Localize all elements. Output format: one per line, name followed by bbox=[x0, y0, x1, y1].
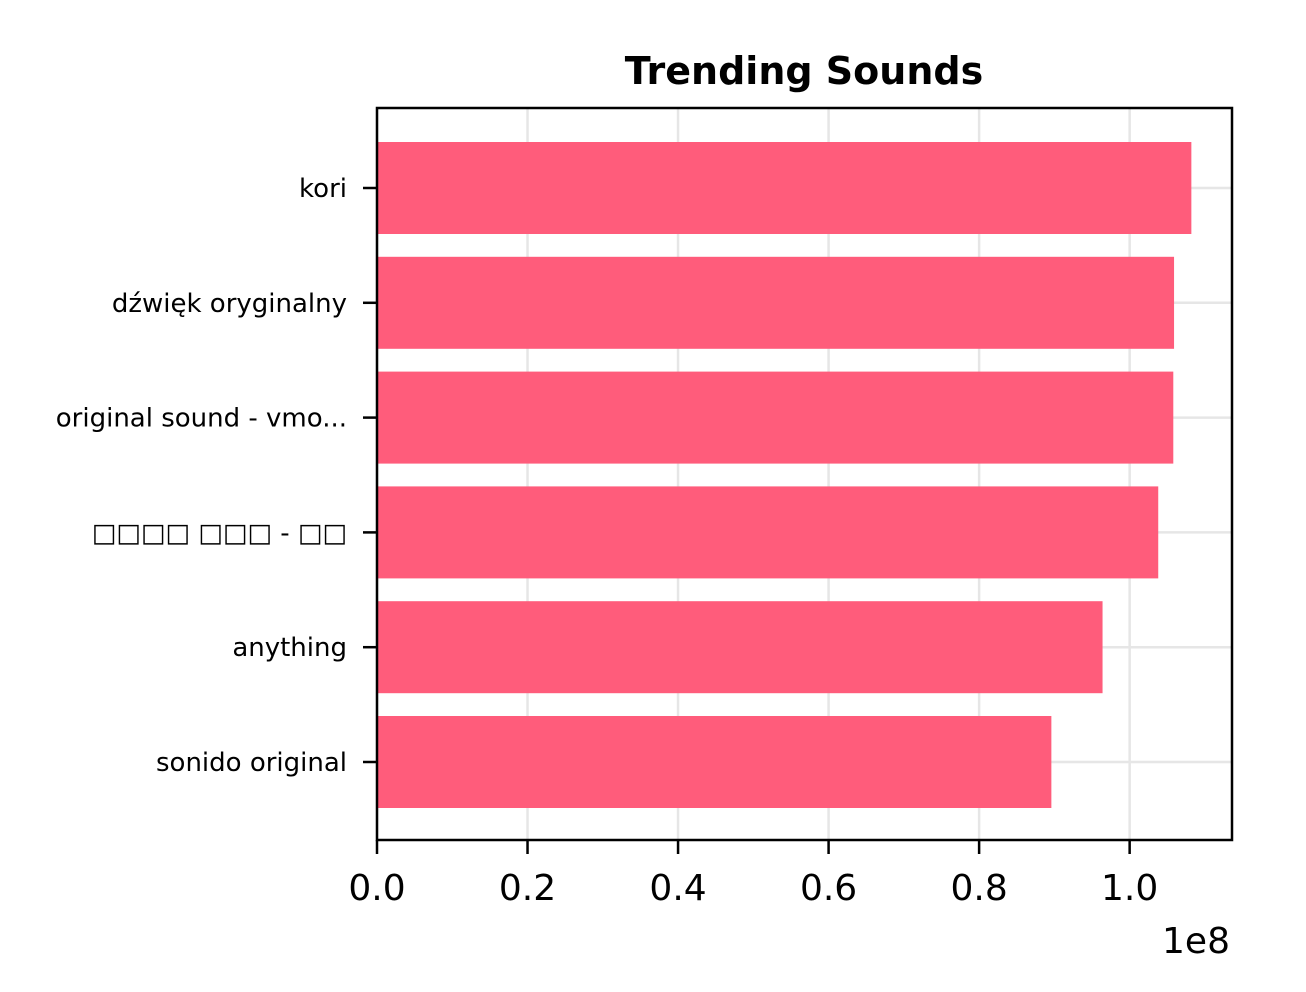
y-tick-label: □□□□ □□□ - □□ bbox=[92, 518, 347, 548]
x-axis-offset-label: 1e8 bbox=[1162, 921, 1230, 962]
y-tick-label: dźwięk oryginalny bbox=[112, 289, 347, 319]
x-tick-label: 0.0 bbox=[348, 868, 405, 909]
bar bbox=[377, 601, 1103, 694]
bars bbox=[377, 142, 1192, 808]
x-tick-label: 0.8 bbox=[950, 868, 1007, 909]
y-tick-label: anything bbox=[232, 633, 347, 663]
bar bbox=[377, 371, 1174, 464]
x-tick-label: 0.4 bbox=[649, 868, 706, 909]
x-tick-label: 1.0 bbox=[1101, 868, 1158, 909]
y-axis: kori dźwięk oryginalny original sound - vm… bbox=[56, 174, 377, 778]
y-tick-label: sonido original bbox=[156, 748, 347, 778]
x-tick-label: 0.6 bbox=[800, 868, 857, 909]
y-tick-label: original sound - vmo... bbox=[56, 404, 347, 434]
bar bbox=[377, 142, 1192, 234]
x-tick-label: 0.2 bbox=[499, 868, 556, 909]
chart-title: Trending Sounds bbox=[625, 49, 983, 93]
bar bbox=[377, 486, 1159, 579]
x-axis: 0.0 0.2 0.4 0.6 0.8 1.0 bbox=[348, 840, 1158, 909]
bar bbox=[377, 716, 1052, 808]
bar bbox=[377, 256, 1175, 349]
y-tick-label: kori bbox=[299, 174, 347, 204]
plot-frame bbox=[375, 106, 1234, 842]
